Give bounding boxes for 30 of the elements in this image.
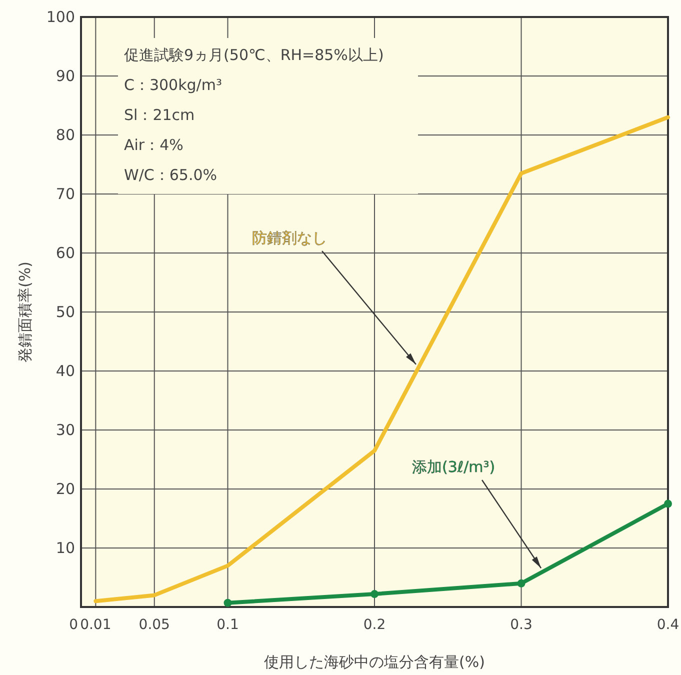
y-tick-label: 30 <box>56 421 75 439</box>
text: 防錆剤なし <box>252 229 327 247</box>
x-tick-label: 0 <box>69 617 78 633</box>
x-tick-label: 0.4 <box>656 617 680 633</box>
y-tick-label: 100 <box>46 8 75 26</box>
x-tick-label: 0.2 <box>363 617 386 633</box>
annotation: Air：4% <box>124 136 184 154</box>
text: 添加(3ℓ/m³) <box>412 458 496 476</box>
annotation: Sl：21cm <box>124 106 195 124</box>
point <box>224 598 232 607</box>
y-tick-label: 60 <box>56 244 75 262</box>
point <box>664 500 672 508</box>
x-tick-label: 0.1 <box>216 617 239 633</box>
y-tick-label: 10 <box>56 539 75 557</box>
x-tick-label: 0.01 <box>80 617 112 633</box>
y-tick-label: 80 <box>56 126 75 144</box>
x-tick-label: 0.3 <box>510 617 532 633</box>
y-tick-label: 70 <box>56 185 75 203</box>
y-tick-label: 40 <box>56 362 75 380</box>
y-tick-label: 90 <box>56 67 75 85</box>
point <box>370 590 378 598</box>
y-tick-label: 50 <box>56 303 75 321</box>
x-axis-title: 使用した海砂中の塩分含有量(%) <box>264 653 485 671</box>
point <box>517 579 526 588</box>
x-tick-label: 0.05 <box>138 617 170 633</box>
annotation: C：300kg/m³ <box>124 76 222 94</box>
y-axis-title: 発錆面積率(%) <box>16 262 34 362</box>
annotation: W/C：65.0% <box>124 166 218 184</box>
y-tick-label: 20 <box>56 480 75 498</box>
annotation: 促進試験9ヵ月(50℃、RH=85%以上) <box>124 46 384 64</box>
